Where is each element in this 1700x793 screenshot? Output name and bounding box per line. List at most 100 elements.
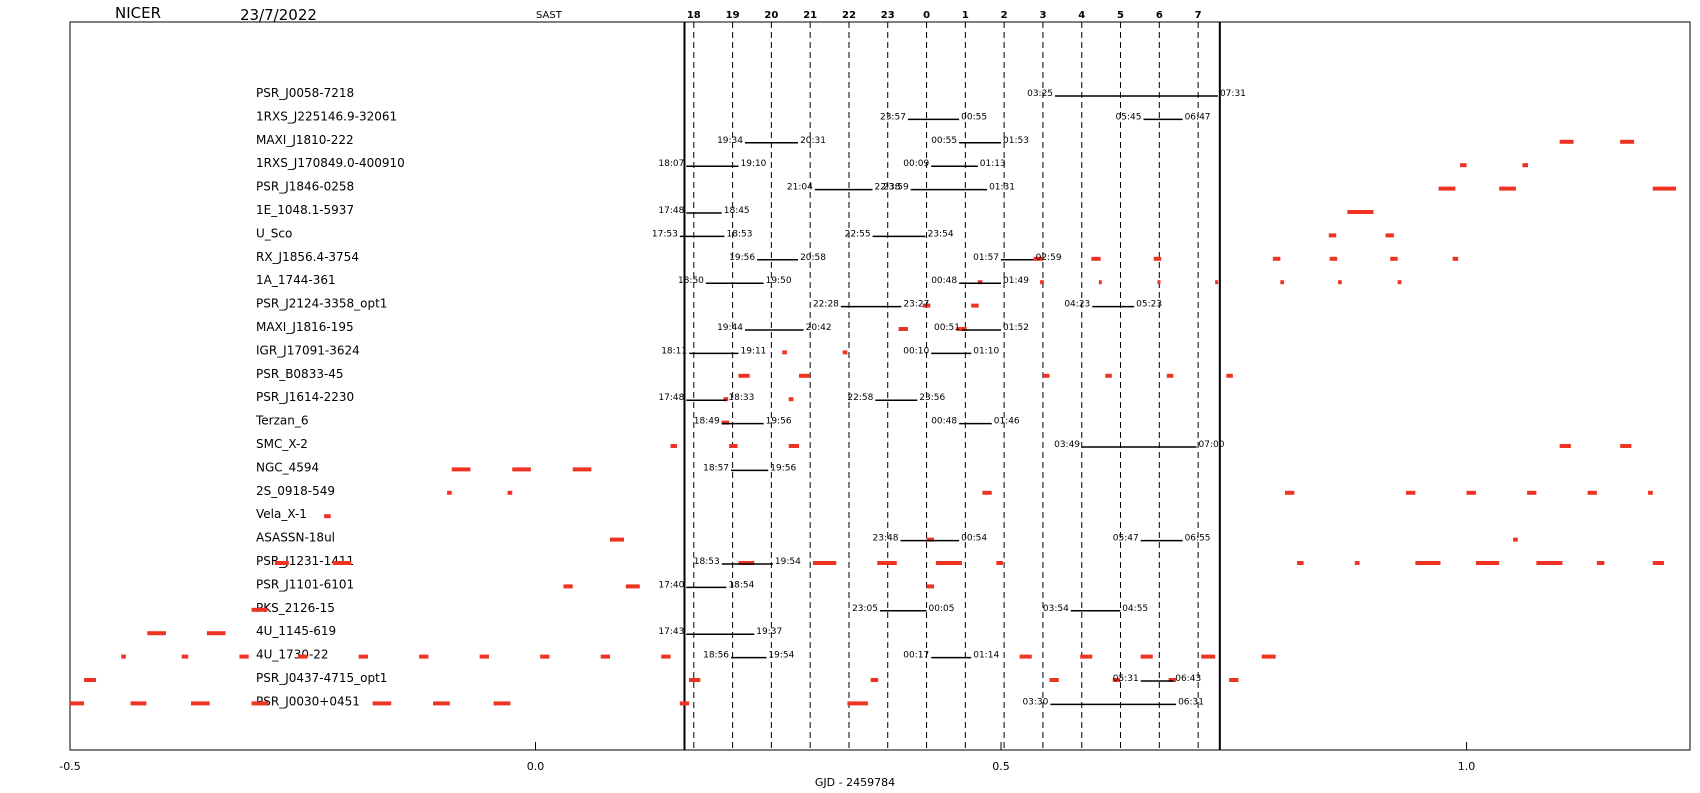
target-row: PSR_J1614-2230 17:48 18:33 22:58 23:56: [256, 390, 945, 404]
window-end-time: 18:54: [728, 580, 754, 590]
target-row: PSR_J1231-1411 18:53 19:54: [256, 554, 1664, 568]
window-end-time: 20:31: [800, 136, 826, 146]
window-start-time: 03:49: [1054, 440, 1080, 450]
visibility-segment: [926, 537, 934, 542]
window-start-time: 00:55: [931, 136, 957, 146]
hour-label-2: 2: [1001, 10, 1008, 21]
window-end-time: 00:05: [929, 604, 955, 614]
visibility-segment: [251, 607, 268, 612]
visibility-segment: [1475, 561, 1500, 565]
target-name: NGC_4594: [256, 460, 319, 474]
target-rows: PSR_J0058-7218 03:25 07:31 1RXS_J225146.9-3…: [70, 86, 1677, 708]
hour-label-21: 21: [803, 10, 817, 21]
window-end-time: 19:37: [756, 627, 782, 637]
target-name: 1RXS_J170849.0-400910: [256, 156, 405, 170]
visibility-segment: [1080, 654, 1093, 659]
window-end-time: 01:10: [973, 346, 999, 356]
target-row: PSR_J1101-6101 17:40 18:54: [256, 577, 934, 591]
visibility-segment: [1652, 186, 1677, 191]
window-end-time: 07:00: [1199, 440, 1225, 450]
visibility-segment: [1513, 537, 1518, 542]
target-row: PSR_B0833-45: [256, 367, 1233, 381]
x-axis-label: GJD - 2459784: [815, 776, 895, 789]
x-tick-label: -0.5: [59, 760, 80, 773]
target-row: 1E_1048.1-5937 17:48 18:45: [256, 203, 1374, 217]
window-start-time: 18:57: [703, 463, 729, 473]
window-end-time: 06:31: [1178, 697, 1204, 707]
target-row: MAXI_J1816-195 19:44 20:42 00:51 01:52: [256, 320, 1029, 334]
target-row: SMC_X-2 03:49 07:00: [256, 437, 1632, 451]
target-name: RX_J1856.4-3754: [256, 250, 359, 264]
window-start-time: 18:49: [694, 417, 720, 427]
target-row: PSR_J0058-7218 03:25 07:31: [256, 86, 1246, 100]
target-name: PSR_J2124-3358_opt1: [256, 297, 387, 311]
hour-label-0: 0: [923, 10, 930, 21]
window-start-time: 00:51: [934, 323, 960, 333]
visibility-segment: [1040, 280, 1044, 285]
visibility-segment: [451, 467, 471, 472]
window-start-time: 19:34: [717, 136, 743, 146]
visibility-segment: [723, 397, 729, 402]
visibility-segment: [1466, 490, 1476, 495]
window-end-time: 00:55: [961, 112, 987, 122]
target-name: IGR_J17091-3624: [256, 343, 360, 357]
visibility-segment: [251, 701, 269, 706]
target-row: 1RXS_J225146.9-32061 23:57 00:55 05:45 06:47: [256, 109, 1211, 123]
instrument-label: NICER: [115, 4, 161, 22]
visibility-segment: [1390, 256, 1398, 261]
window-start-time: 22:55: [845, 229, 871, 239]
hour-label-4: 4: [1078, 10, 1085, 21]
visibility-segment: [540, 654, 550, 659]
window-start-time: 19:56: [729, 253, 755, 263]
target-name: 4U_1145-619: [256, 624, 336, 638]
target-name: 1RXS_J225146.9-32061: [256, 109, 397, 123]
window-end-time: 19:56: [766, 417, 792, 427]
target-name: SMC_X-2: [256, 437, 308, 451]
target-row: 2S_0918-549: [256, 484, 1653, 498]
window-start-time: 18:56: [703, 651, 729, 661]
window-end-time: 18:33: [728, 393, 754, 403]
visibility-segment: [1297, 561, 1304, 565]
visibility-segment: [1648, 490, 1653, 495]
visibility-segment: [1328, 233, 1337, 238]
visibility-segment: [782, 350, 787, 355]
window-start-time: 18:50: [678, 276, 704, 286]
visibility-segment: [996, 561, 1003, 565]
window-end-time: 01:49: [1003, 276, 1029, 286]
visibility-segment: [507, 490, 513, 495]
visibility-segment: [1272, 256, 1281, 261]
visibility-segment: [689, 678, 701, 682]
window-end-time: 01:46: [994, 417, 1020, 427]
date-label: 23/7/2022: [240, 6, 317, 24]
window-end-time: 19:54: [775, 557, 801, 567]
hour-label-6: 6: [1156, 10, 1163, 21]
visibility-segment: [1229, 678, 1239, 682]
visibility-segment: [877, 561, 897, 565]
target-name: U_Sco: [256, 226, 292, 240]
visibility-segment: [788, 444, 799, 448]
visibility-segment: [1596, 561, 1605, 565]
visibility-segment: [1522, 163, 1528, 168]
window-start-time: 04:23: [1064, 300, 1090, 310]
target-row: MAXI_J1810-222 19:34 20:31 00:55 01:53: [256, 133, 1635, 147]
target-name: PSR_J1614-2230: [256, 390, 354, 404]
target-name: PSR_J0437-4715_opt1: [256, 671, 387, 685]
window-start-time: 00:48: [931, 417, 957, 427]
visibility-segment: [1347, 210, 1374, 214]
target-row: NGC_4594 18:57 19:56: [256, 460, 796, 474]
target-name: 4U_1730-22: [256, 648, 329, 662]
visibility-segment: [1112, 678, 1121, 682]
window-start-time: 17:53: [652, 229, 678, 239]
window-end-time: 01:52: [1003, 323, 1029, 333]
window-start-time: 19:44: [717, 323, 743, 333]
visibility-segment: [324, 514, 331, 519]
window-start-time: 00:10: [903, 346, 929, 356]
target-name: Vela_X-1: [256, 507, 307, 521]
target-name: PSR_J0058-7218: [256, 86, 354, 100]
target-name: ASASSN-18ul: [256, 531, 335, 545]
visibility-segment: [191, 701, 210, 706]
visibility-segment: [1620, 139, 1635, 144]
visibility-segment: [1620, 444, 1632, 448]
window-start-time: 05:47: [1113, 534, 1139, 544]
window-start-time: 00:09: [903, 159, 929, 169]
